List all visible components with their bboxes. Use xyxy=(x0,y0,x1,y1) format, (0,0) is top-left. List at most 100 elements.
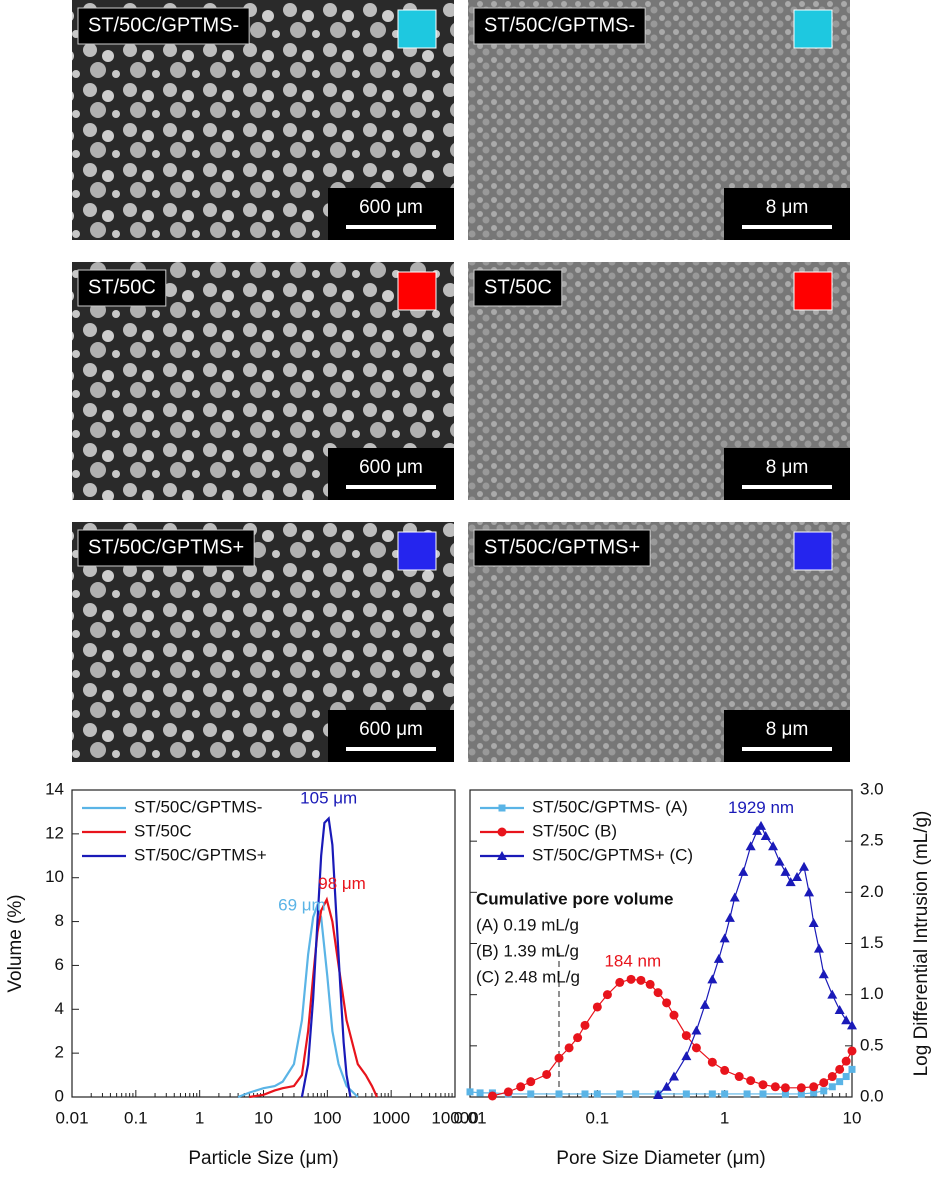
marker xyxy=(668,1071,679,1081)
note-title: Cumulative pore volume xyxy=(476,889,673,908)
annotation: 1929 nm xyxy=(728,798,794,817)
marker xyxy=(682,1090,690,1098)
marker xyxy=(713,953,724,963)
marker xyxy=(707,974,718,984)
marker xyxy=(746,1076,756,1086)
marker xyxy=(487,1091,497,1101)
marker xyxy=(720,1065,730,1075)
marker xyxy=(466,1088,474,1096)
marker xyxy=(592,1002,602,1012)
marker xyxy=(662,998,672,1008)
x-tick-label: 10000 xyxy=(431,1108,478,1127)
marker xyxy=(808,918,819,928)
marker xyxy=(799,861,810,871)
marker xyxy=(810,1089,818,1097)
x-tick-label: 1000 xyxy=(372,1108,410,1127)
scale-box xyxy=(724,710,850,762)
marker xyxy=(708,1090,716,1098)
marker xyxy=(626,974,636,984)
x-axis-label: Pore Size Diameter (μm) xyxy=(556,1148,765,1169)
y-tick-label: 12 xyxy=(45,823,64,842)
marker xyxy=(755,820,766,830)
marker xyxy=(760,831,771,841)
marker xyxy=(729,892,740,902)
marker xyxy=(593,1090,601,1098)
color-square xyxy=(793,271,833,311)
marker xyxy=(564,1043,574,1053)
scale-text: 600 μm xyxy=(359,719,423,740)
x-tick-label: 1 xyxy=(720,1108,729,1127)
annotation: 184 nm xyxy=(604,951,661,970)
marker xyxy=(847,1046,857,1056)
x-tick-label: 0.1 xyxy=(124,1108,148,1127)
series-line xyxy=(657,824,853,1096)
marker xyxy=(768,841,779,851)
marker xyxy=(527,1090,535,1098)
marker xyxy=(738,866,749,876)
marker xyxy=(721,1090,729,1098)
marker xyxy=(834,1005,845,1015)
panel-label: ST/50C/GPTMS- xyxy=(88,14,239,36)
y-tick-label: 1.5 xyxy=(860,933,884,952)
legend-label: ST/50C/GPTMS- (A) xyxy=(532,797,688,816)
marker xyxy=(645,979,655,989)
marker xyxy=(759,1090,767,1098)
scale-box xyxy=(724,448,850,500)
legend-label: ST/50C/GPTMS- xyxy=(134,797,262,816)
x-axis-label: Particle Size (μm) xyxy=(188,1148,338,1169)
scale-box xyxy=(328,188,454,240)
marker xyxy=(573,1033,583,1043)
marker xyxy=(724,912,735,922)
scale-text: 8 μm xyxy=(766,719,809,740)
x-tick-label: 1 xyxy=(195,1108,204,1127)
marker xyxy=(828,1083,836,1091)
y-tick-label: 4 xyxy=(55,999,64,1018)
series-line xyxy=(237,903,359,1099)
scale-text: 600 μm xyxy=(359,197,423,218)
y-tick-label: 2.0 xyxy=(860,882,884,901)
x-tick-label: 0.01 xyxy=(453,1108,486,1127)
marker xyxy=(813,943,824,953)
marker xyxy=(691,1043,701,1053)
y-tick-label: 8 xyxy=(55,911,64,930)
color-square xyxy=(793,9,833,49)
scale-text: 8 μm xyxy=(766,197,809,218)
marker xyxy=(734,1072,744,1082)
marker xyxy=(785,877,796,887)
marker xyxy=(842,1073,850,1081)
marker xyxy=(797,1090,805,1098)
marker xyxy=(498,804,506,812)
marker xyxy=(827,989,838,999)
x-tick-label: 10 xyxy=(254,1108,273,1127)
y-tick-label: 0 xyxy=(55,1086,64,1105)
marker xyxy=(841,1015,852,1025)
note-line: (A) 0.19 mL/g xyxy=(476,915,579,934)
marker xyxy=(653,1089,664,1099)
color-square xyxy=(793,531,833,571)
y-axis-label: Log Differential Intrusion (mL/g) xyxy=(911,811,932,1077)
marker xyxy=(780,866,791,876)
y-tick-label: 0.0 xyxy=(860,1086,884,1105)
note-line: (B) 1.39 mL/g xyxy=(476,941,579,960)
x-tick-label: 0.01 xyxy=(55,1108,88,1127)
legend-label: ST/50C/GPTMS+ (C) xyxy=(532,845,693,864)
marker xyxy=(669,1010,679,1020)
marker xyxy=(804,887,815,897)
marker xyxy=(554,1053,564,1063)
marker xyxy=(848,1065,856,1073)
marker xyxy=(792,871,803,881)
marker xyxy=(758,1080,768,1090)
label-box xyxy=(77,529,255,567)
marker xyxy=(820,1087,828,1095)
marker xyxy=(836,1078,844,1086)
marker xyxy=(681,1031,691,1041)
annotation: 69 μm xyxy=(278,896,326,915)
legend-label: ST/50C/GPTMS+ xyxy=(134,845,267,864)
scale-text: 600 μm xyxy=(359,457,423,478)
y-tick-label: 6 xyxy=(55,955,64,974)
y-tick-label: 1.0 xyxy=(860,984,884,1003)
y-tick-label: 2.5 xyxy=(860,831,884,850)
color-square xyxy=(397,271,437,311)
marker xyxy=(581,1090,589,1098)
